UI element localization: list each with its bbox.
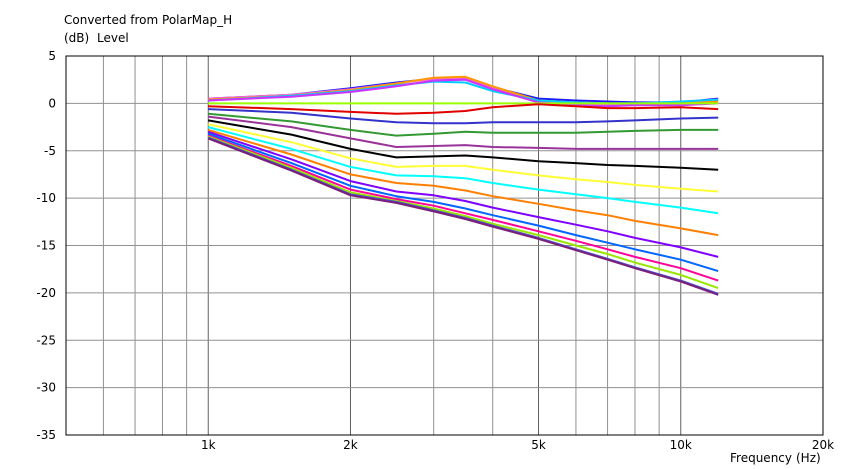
y-tick-label: -20: [36, 286, 56, 300]
y-axis-unit: (dB): [64, 31, 89, 45]
y-tick-label: -30: [36, 381, 56, 395]
series-line-16: [207, 132, 719, 273]
y-tick-label: 5: [48, 49, 56, 63]
chart-title: Converted from PolarMap_H: [64, 13, 232, 27]
series-line-15: [207, 130, 719, 258]
series-line-17: [207, 134, 719, 282]
y-tick-label: 0: [48, 96, 56, 110]
x-axis-unit: (Hz): [796, 451, 821, 465]
y-axis-label: Level: [97, 31, 129, 45]
series-line-3: [208, 75, 719, 106]
series-line-14: [207, 128, 719, 237]
series-line-11: [208, 119, 719, 171]
plot-frame: [65, 55, 824, 436]
x-axis-label: Frequency: [730, 451, 792, 465]
series-line-12: [207, 123, 719, 193]
y-tick-label: -15: [36, 239, 56, 253]
series-line-9: [208, 112, 719, 137]
series-line-10: [208, 115, 719, 150]
x-tick-label: 20k: [812, 438, 834, 452]
y-tick-label: -35: [36, 428, 56, 442]
y-tick-label: -5: [44, 144, 56, 158]
x-tick-label: 2k: [343, 438, 358, 452]
axis-tick-labels: 5 0 -5 -10 -15 -20 -25 -30 -35 1k 2k 5k 10k 20k: [36, 49, 834, 452]
series-lines: [207, 75, 719, 296]
series-line-5: [208, 78, 719, 108]
series-line-7: [208, 103, 719, 115]
y-tick-label: -25: [36, 333, 56, 347]
series-line-18: [207, 135, 719, 290]
y-tick-label: -10: [36, 191, 56, 205]
x-tick-label: 10k: [670, 438, 692, 452]
x-tick-label: 5k: [531, 438, 546, 452]
x-tick-label: 1k: [201, 438, 216, 452]
series-line-20: [207, 137, 719, 296]
series-line-13: [207, 126, 719, 215]
series-line-4: [208, 80, 719, 105]
series-line-8: [208, 108, 719, 125]
